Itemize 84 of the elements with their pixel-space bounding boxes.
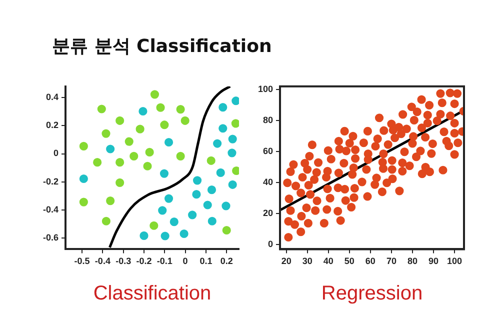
point [216,168,225,178]
point [232,96,239,106]
point [160,169,169,178]
point [203,200,212,210]
x-axis-title: Regression [321,282,423,305]
point [97,104,106,114]
x-tick-label: 0 [182,256,188,266]
x-tick-label: 50 [344,256,354,266]
point [160,232,170,240]
point [116,178,124,187]
point [218,103,228,112]
line-series [108,86,232,249]
point [143,162,152,170]
x-tick-label: 100 [447,256,462,266]
point [228,148,236,158]
point [140,231,148,240]
y-tick-label: 0.4 [46,92,59,102]
x-tick-label: -0.3 [116,256,132,266]
chart-title: 분류 분석 Classification [52,35,272,58]
point [106,144,115,154]
point [130,152,138,160]
point [106,196,115,206]
point [213,139,222,148]
y-tick-label: -0.2 [42,176,59,186]
point [79,174,88,184]
x-tick-label: 60 [365,256,376,266]
x-tick-label: 0.2 [220,256,233,266]
point [145,148,154,157]
point [180,229,188,238]
y-tick-label: -0.6 [42,232,59,242]
point [150,90,160,99]
point [116,116,124,125]
point [102,216,110,226]
point [228,180,237,189]
y-tick-label: -0.4 [42,204,59,214]
point [156,103,165,112]
x-tick-label: 20 [281,256,292,266]
point [150,221,158,230]
point [102,129,110,138]
x-axis-title: Classification [93,282,212,305]
point [192,190,201,199]
x-tick-label: -0.1 [156,256,172,266]
y-tick-label: 40 [263,177,274,188]
point [116,158,124,167]
point [93,158,102,167]
y-tick-label: 0 [53,148,59,158]
point [79,142,88,150]
point [192,176,202,185]
point [136,124,144,134]
point [176,104,185,114]
point [231,119,239,128]
point [158,206,167,215]
y-tick-label: 0.2 [46,120,59,130]
point [222,202,230,210]
point [188,210,197,220]
point [164,138,174,147]
point [79,198,88,206]
point [164,194,174,203]
point [138,106,148,116]
x-tick-label: -0.4 [94,256,110,266]
y-tick-label: 100 [258,84,274,94]
x-tick-label: 0.1 [200,256,212,266]
point [180,116,190,125]
point [176,152,185,160]
x-tick-label: 80 [407,256,418,266]
point [170,218,178,226]
y-tick-label: 0 [268,239,274,250]
point [160,120,169,130]
point [222,226,231,235]
y-tick-label: 60 [263,146,274,156]
point [124,137,134,146]
x-tick-label: 70 [386,256,396,266]
y-tick-label: 20 [263,208,274,218]
point [208,216,216,226]
point [218,124,228,133]
point [228,134,237,144]
point [207,186,216,194]
x-tick-label: 40 [323,256,334,266]
x-tick-label: -0.5 [74,256,90,266]
point [206,156,216,165]
y-tick-label: 80 [263,114,274,125]
x-tick-label: -0.2 [136,256,152,266]
x-tick-label: 90 [428,256,439,266]
x-tick-label: 30 [302,256,312,266]
